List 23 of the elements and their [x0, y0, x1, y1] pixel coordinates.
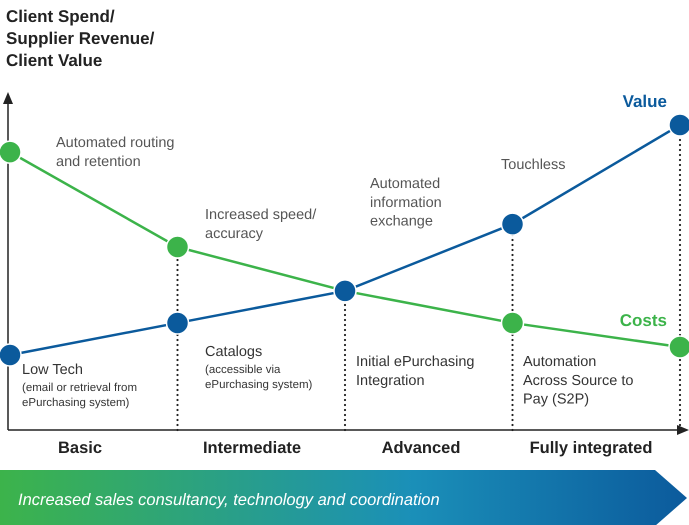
text: Basic: [58, 439, 102, 457]
annotation: Automation Across Source to Pay (S2P): [523, 354, 634, 408]
text: Intermediate: [202, 439, 302, 457]
annotation: Automated routing and retention: [56, 135, 174, 170]
text: Increased sales consultancy, technology and coordination: [18, 491, 440, 509]
point: [166, 235, 190, 259]
annotation: Automated information exchange: [370, 176, 442, 230]
annotation: (email or retrieval from ePurchasing system): [22, 382, 138, 409]
annotation: (accessible via ePurchasing system): [205, 364, 313, 391]
point: [166, 311, 190, 335]
y-axis-title: Client Spend/ Supplier Revenue/ Client Value: [6, 7, 155, 70]
point: [0, 140, 22, 164]
annotation: Increased speed/ accuracy: [205, 207, 318, 242]
series-label: Value: [622, 92, 667, 111]
point: [500, 311, 524, 335]
text: Advanced: [382, 439, 460, 457]
series-label: Costs: [620, 311, 667, 330]
text: Fully integrated: [530, 439, 652, 457]
annotation: Touchless: [501, 157, 566, 173]
annotation: Catalogs: [205, 344, 262, 360]
point: [500, 212, 524, 236]
annotation: Low Tech: [22, 362, 83, 378]
annotation: Initial ePurchasing Integration: [356, 354, 474, 389]
